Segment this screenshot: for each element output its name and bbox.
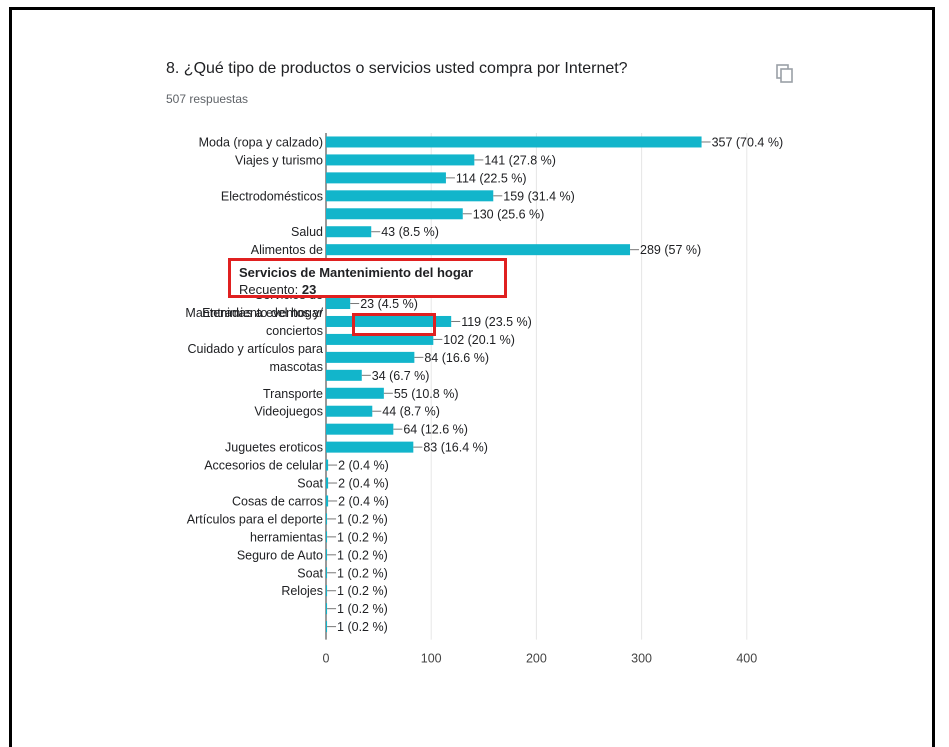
data-label: 1 (0.2 %) <box>337 620 388 634</box>
bar[interactable] <box>326 549 328 561</box>
data-label: 2 (0.4 %) <box>338 477 389 491</box>
bar[interactable] <box>326 154 475 166</box>
data-label: 44 (8.7 %) <box>382 405 440 419</box>
bar[interactable] <box>326 208 463 220</box>
y-tick-label: conciertos <box>266 324 323 338</box>
y-tick-label: Juguetes eroticos <box>225 441 323 455</box>
data-label: 84 (16.6 %) <box>424 351 489 365</box>
bar[interactable] <box>326 477 329 489</box>
data-label: 159 (31.4 %) <box>503 189 575 203</box>
tooltip-count-label: Recuento: <box>239 282 299 297</box>
bar[interactable] <box>326 351 415 363</box>
data-label: 2 (0.4 %) <box>338 494 389 508</box>
data-label: 43 (8.5 %) <box>381 225 439 239</box>
data-label: 1 (0.2 %) <box>337 530 388 544</box>
bar[interactable] <box>326 333 434 345</box>
bar[interactable] <box>326 585 328 597</box>
bar[interactable] <box>326 441 414 453</box>
tooltip-count-value: 23 <box>301 282 317 297</box>
y-tick-label: Relojes <box>281 584 323 598</box>
chart-tooltip: Servicios de Mantenimiento del hogar Rec… <box>228 258 507 298</box>
bar[interactable] <box>326 603 328 615</box>
copy-icon[interactable] <box>776 64 794 84</box>
x-tick-label: 0 <box>323 652 330 666</box>
bar[interactable] <box>326 369 362 381</box>
tooltip-count: Recuento: 23 <box>239 281 496 298</box>
bar[interactable] <box>326 513 328 525</box>
x-tick-label: 300 <box>631 652 652 666</box>
response-count: 507 respuestas <box>166 92 249 106</box>
screenshot-frame <box>9 7 935 747</box>
bar[interactable] <box>326 621 328 633</box>
y-tick-label: Soat <box>297 477 323 491</box>
x-tick-label: 400 <box>736 652 757 666</box>
bar[interactable] <box>326 190 494 202</box>
data-label: 1 (0.2 %) <box>337 584 388 598</box>
bar[interactable] <box>326 298 351 310</box>
bar[interactable] <box>326 172 446 184</box>
question-title: 8. ¿Qué tipo de productos o servicios us… <box>166 60 628 77</box>
bar[interactable] <box>326 387 384 399</box>
y-tick-label: Cuidado y artículos para <box>188 342 324 356</box>
bar[interactable] <box>326 531 328 543</box>
y-tick-label: Salud <box>291 225 323 239</box>
y-tick-label: Accesorios de celular <box>204 459 323 473</box>
data-label: 64 (12.6 %) <box>403 423 468 437</box>
data-label: 119 (23.5 %) <box>461 315 532 329</box>
data-label: 1 (0.2 %) <box>337 566 388 580</box>
tooltip-title: Servicios de Mantenimiento del hogar <box>239 265 474 280</box>
y-tick-label: herramientas <box>250 530 323 544</box>
bar[interactable] <box>326 244 631 256</box>
y-tick-label: Cosas de carros <box>232 494 323 508</box>
data-label: 289 (57 %) <box>640 243 701 257</box>
y-tick-label: Moda (ropa y calzado) <box>199 135 323 149</box>
y-tick-label: Alimentos de <box>251 243 323 257</box>
data-label: 1 (0.2 %) <box>337 602 388 616</box>
data-label: 34 (6.7 %) <box>372 369 430 383</box>
bar[interactable] <box>326 567 328 579</box>
bar[interactable] <box>326 423 394 435</box>
bar[interactable] <box>326 226 372 238</box>
y-tick-label: Transporte <box>263 387 323 401</box>
y-tick-label: Entradas a eventos y/ <box>202 306 323 320</box>
bar[interactable] <box>326 495 329 507</box>
x-tick-label: 100 <box>421 652 442 666</box>
y-tick-label: mascotas <box>270 360 324 374</box>
data-label: 55 (10.8 %) <box>394 387 459 401</box>
highlight-box <box>352 313 436 336</box>
bar-chart: 0 100 200 300 400 357 (70.4 %) Moda (ropa y ca… <box>185 133 784 666</box>
x-tick-label: 200 <box>526 652 547 666</box>
y-tick-label: Videojuegos <box>254 405 323 419</box>
data-label: 141 (27.8 %) <box>484 153 556 167</box>
data-label: 357 (70.4 %) <box>712 135 784 149</box>
data-label: 1 (0.2 %) <box>337 548 388 562</box>
y-tick-label: Electrodomésticos <box>221 189 323 203</box>
y-tick-label: Viajes y turismo <box>235 153 323 167</box>
data-label: 2 (0.4 %) <box>338 459 389 473</box>
bar[interactable] <box>326 405 373 417</box>
data-label: 130 (25.6 %) <box>473 207 545 221</box>
data-label: 83 (16.4 %) <box>423 441 488 455</box>
data-label: 114 (22.5 %) <box>456 171 527 185</box>
y-tick-label: Soat <box>297 566 323 580</box>
bar[interactable] <box>326 459 329 471</box>
data-label: 102 (20.1 %) <box>443 333 515 347</box>
y-tick-label: Seguro de Auto <box>237 548 323 562</box>
bar[interactable] <box>326 315 452 327</box>
data-label: 1 (0.2 %) <box>337 512 388 526</box>
y-tick-label: Mantenimiento del hogar <box>185 306 323 320</box>
bar[interactable] <box>326 136 702 148</box>
data-label: 23 (4.5 %) <box>360 297 418 311</box>
y-tick-label: Artículos para el deporte <box>187 512 323 526</box>
